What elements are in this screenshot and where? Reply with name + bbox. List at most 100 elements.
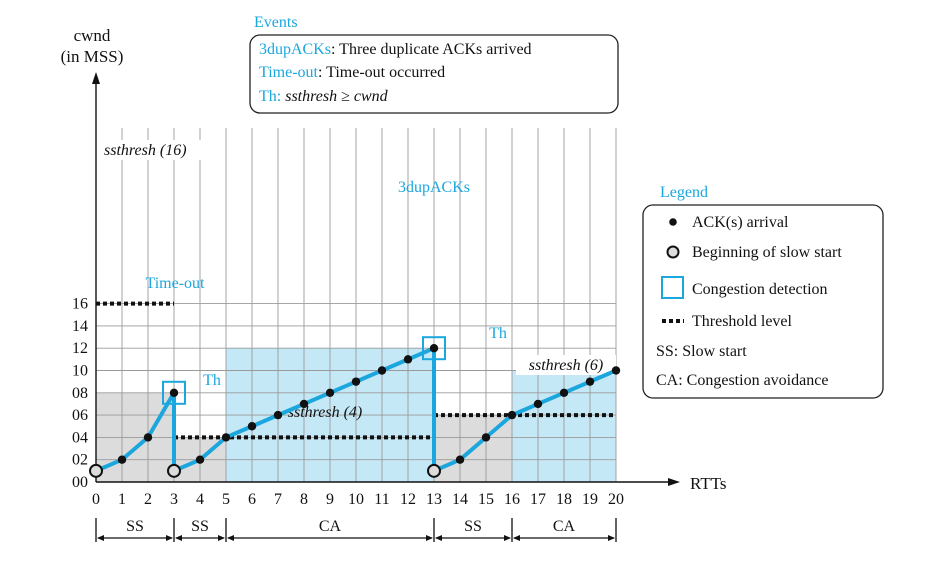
x-tick-label: 12: [400, 491, 416, 508]
y-tick-label: 12: [72, 340, 88, 357]
threshold-label-0: ssthresh (16): [104, 142, 187, 159]
phase-bar: SS SS CA SS CA: [95, 518, 617, 542]
event-line-dupacks: 3dupACKs: Three duplicate ACKs arrived: [259, 41, 532, 58]
phase-label: SS: [464, 518, 482, 535]
legend-label-ca: CA: Congestion avoidance: [656, 372, 828, 389]
phase-arrow-right-icon: [426, 535, 433, 541]
event-text-th: ssthresh ≥ cwnd: [281, 88, 388, 105]
ack-point: [403, 355, 413, 364]
markers: [89, 336, 621, 478]
events-box: Events 3dupACKs: Three duplicate ACKs ar…: [249, 14, 619, 114]
ack-point: [481, 433, 491, 442]
ack-point: [351, 377, 361, 386]
phase-label: CA: [553, 518, 576, 535]
legend: Legend ACK(s) arrival Beginning of slow …: [642, 184, 884, 399]
y-tick-label: 02: [72, 452, 88, 469]
threshold-label-2: ssthresh (6): [529, 357, 604, 374]
y-axis-title-line1: cwnd: [74, 26, 111, 45]
legend-title: Legend: [660, 184, 708, 201]
phase-arrow-right-icon: [608, 535, 615, 541]
x-tick-label: 8: [300, 491, 308, 508]
ack-point: [221, 433, 231, 442]
event-line-th: Th: ssthresh ≥ cwnd: [259, 88, 389, 105]
slow-start-point: [167, 463, 181, 478]
legend-label-slow-start: Beginning of slow start: [692, 244, 842, 261]
ack-point: [377, 366, 387, 375]
slow-start-point: [427, 463, 441, 478]
x-tick-label: 4: [196, 491, 204, 508]
y-tick-label: 04: [72, 429, 88, 446]
y-tick-label: 08: [72, 385, 88, 402]
phase-arrow-left-icon: [435, 535, 442, 541]
events-title: Events: [254, 14, 298, 31]
axes: [92, 72, 680, 486]
legend-label-ss: SS: Slow start: [656, 343, 747, 360]
event-line-timeout: Time-out: Time-out occurred: [259, 64, 445, 81]
legend-label-congestion: Congestion detection: [692, 281, 828, 298]
x-tick-label: 9: [326, 491, 334, 508]
x-tick-label: 2: [144, 491, 152, 508]
tick-labels: 0 1 2 3 4 5 6 7 8 9 10 11 12 13 14 15 16 17 18 19 2000020406…: [72, 296, 624, 508]
legend-congestion-square-icon: [661, 276, 684, 299]
congestion-detection-marker: [162, 380, 186, 405]
ack-point: [507, 410, 517, 420]
x-tick-label: 11: [374, 491, 389, 508]
slow-start-point: [89, 463, 103, 478]
event-key-th: Th:: [259, 88, 281, 105]
ack-point: [429, 344, 439, 353]
annotation-label: Time-out: [146, 275, 206, 292]
legend-ack-dot-icon: [669, 218, 677, 226]
x-tick-label: 20: [608, 491, 624, 508]
phase-arrow-left-icon: [175, 535, 182, 541]
x-tick-label: 16: [504, 491, 520, 508]
threshold-label-bg-2: [516, 355, 616, 375]
ack-point: [169, 388, 179, 397]
phase-label: SS: [191, 518, 209, 535]
event-text-dupacks: : Three duplicate ACKs arrived: [331, 41, 532, 58]
x-tick-label: 5: [222, 491, 230, 508]
threshold-label-1: ssthresh (4): [288, 404, 363, 421]
annotation-label: 3dupACKs: [398, 179, 470, 196]
phase-label: SS: [126, 518, 144, 535]
legend-slow-start-ring-icon: [666, 245, 680, 259]
ack-point: [299, 399, 309, 409]
threshold-lines: ssthresh (16) ssthresh (4) ssthresh (6): [96, 140, 616, 440]
y-tick-label: 06: [72, 407, 88, 424]
ack-point: [455, 455, 465, 464]
y-tick-label: 14: [72, 318, 88, 335]
ack-point: [585, 377, 595, 386]
y-tick-label: 10: [72, 363, 88, 380]
x-tick-label: 1: [118, 491, 126, 508]
ack-point: [273, 410, 283, 420]
ack-point: [117, 455, 127, 464]
x-tick-label: 17: [530, 491, 546, 508]
y-axis-arrow-icon: [92, 72, 100, 84]
x-tick-label: 18: [556, 491, 572, 508]
events-frame: [249, 34, 619, 114]
annotations: Time-out 3dupACKs Th Th: [146, 179, 507, 389]
phase-arrow-left-icon: [97, 535, 104, 541]
ack-point: [195, 455, 205, 464]
x-tick-label: 15: [478, 491, 494, 508]
phase-arrow-right-icon: [166, 535, 173, 541]
annotation-label: Th: [489, 325, 507, 342]
event-text-timeout: : Time-out occurred: [318, 64, 445, 81]
legend-frame: [642, 204, 884, 399]
phase-arrow-left-icon: [227, 535, 234, 541]
phase-label: CA: [319, 518, 342, 535]
y-tick-label: 16: [72, 296, 88, 313]
ack-point: [559, 388, 569, 397]
phase-arrow-right-icon: [504, 535, 511, 541]
phase-arrow-left-icon: [513, 535, 520, 541]
x-tick-label: 6: [248, 491, 256, 508]
phase-arrow-right-icon: [218, 535, 225, 541]
x-tick-label: 10: [348, 491, 364, 508]
ack-point: [143, 433, 153, 442]
ack-point: [611, 366, 621, 375]
event-key-dupacks: 3dupACKs: [259, 41, 331, 58]
y-tick-label: 00: [72, 474, 88, 491]
y-axis-title-line2: (in MSS): [61, 47, 124, 66]
x-tick-label: 14: [452, 491, 468, 508]
annotation-label: Th: [203, 372, 221, 389]
